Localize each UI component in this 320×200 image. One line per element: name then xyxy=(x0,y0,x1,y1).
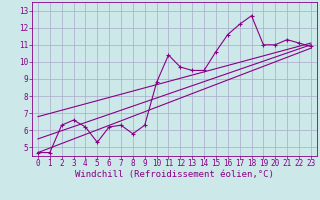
X-axis label: Windchill (Refroidissement éolien,°C): Windchill (Refroidissement éolien,°C) xyxy=(75,170,274,179)
